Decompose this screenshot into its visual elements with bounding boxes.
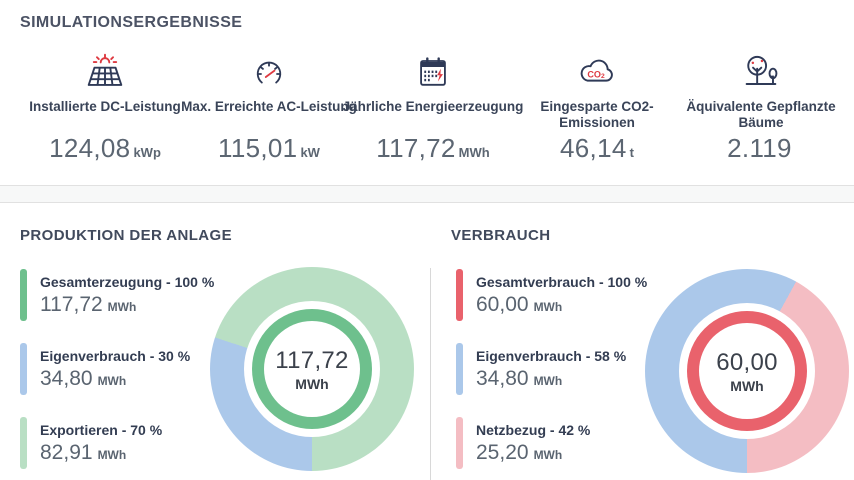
consumption-title: VERBRAUCH bbox=[451, 227, 551, 244]
production-donut-chart[interactable]: 117,72 MWh bbox=[210, 267, 414, 471]
consumption-legend: Gesamtverbrauch - 100 % 60,00 MWh Eigenve… bbox=[456, 269, 647, 469]
legend-item-eigenverbrauch: Eigenverbrauch - 30 % 34,80 MWh bbox=[20, 343, 214, 395]
kpi-installed-dc-power: Installierte DC-Leistung 124,08 kWp bbox=[23, 44, 187, 164]
kpi-label: Max. Erreichte AC-Leistung bbox=[181, 99, 357, 114]
calendar-energy-icon bbox=[411, 44, 455, 92]
legend-label: Eigenverbrauch - 30 % bbox=[40, 348, 191, 364]
simulation-results-card: SIMULATIONSERGEBNISSE Installierte DC-Le… bbox=[0, 0, 854, 185]
donut-center-value: 60,00 bbox=[716, 348, 778, 376]
kpi-equivalent-trees: Äquivalente Gepflanzte Bäume 2.119 bbox=[679, 44, 843, 164]
kpi-label: Jährliche Energieerzeugung bbox=[342, 99, 524, 114]
legend-value: 34,80 MWh bbox=[476, 367, 563, 390]
donut-center-unit: MWh bbox=[730, 377, 764, 394]
kpi-row: Installierte DC-Leistung 124,08 kWp Max. … bbox=[23, 44, 843, 164]
kpi-annual-energy: Jährliche Energieerzeugung 117,72 MWh bbox=[343, 44, 523, 164]
speedometer-icon bbox=[247, 44, 291, 92]
co2-cloud-icon: CO2 bbox=[574, 44, 620, 92]
legend-item-gesamtverbrauch: Gesamtverbrauch - 100 % 60,00 MWh bbox=[456, 269, 647, 321]
trees-icon bbox=[738, 44, 784, 92]
legend-label: Gesamtverbrauch - 100 % bbox=[476, 274, 648, 290]
donut-center-unit: MWh bbox=[295, 375, 329, 392]
legend-item-exportieren: Exportieren - 70 % 82,91 MWh bbox=[20, 417, 214, 469]
section-divider bbox=[0, 185, 854, 203]
legend-label: Eigenverbrauch - 58 % bbox=[476, 348, 627, 364]
production-title: PRODUKTION DER ANLAGE bbox=[20, 227, 233, 244]
legend-value: 60,00 MWh bbox=[476, 293, 563, 316]
legend-label: Exportieren - 70 % bbox=[40, 422, 163, 438]
legend-item-eigenverbrauch: Eigenverbrauch - 58 % 34,80 MWh bbox=[456, 343, 647, 395]
legend-value: 25,20 MWh bbox=[476, 441, 563, 464]
legend-item-gesamterzeugung: Gesamterzeugung - 100 % 117,72 MWh bbox=[20, 269, 214, 321]
legend-color-bar bbox=[20, 269, 27, 321]
kpi-value: 2.119 bbox=[727, 133, 792, 163]
legend-color-bar bbox=[20, 343, 27, 395]
svg-text:CO2: CO2 bbox=[587, 69, 605, 80]
solar-panel-icon bbox=[82, 44, 128, 92]
consumption-panel: VERBRAUCH Gesamtverbrauch - 100 % 60,00 M… bbox=[431, 203, 854, 480]
legend-value: 82,91 MWh bbox=[40, 441, 127, 464]
kpi-max-ac-power: Max. Erreichte AC-Leistung 115,01 kW bbox=[181, 44, 357, 164]
kpi-value: 115,01 kW bbox=[218, 133, 320, 163]
kpi-label: Installierte DC-Leistung bbox=[29, 99, 181, 114]
legend-color-bar bbox=[456, 417, 463, 469]
production-panel: PRODUKTION DER ANLAGE Gesamterzeugung - … bbox=[0, 203, 430, 480]
legend-color-bar bbox=[456, 269, 463, 321]
kpi-value: 46,14 t bbox=[560, 133, 634, 163]
legend-color-bar bbox=[20, 417, 27, 469]
legend-item-netzbezug: Netzbezug - 42 % 25,20 MWh bbox=[456, 417, 647, 469]
legend-label: Netzbezug - 42 % bbox=[476, 422, 591, 438]
donut-center: 60,00 MWh bbox=[699, 323, 795, 419]
kpi-value: 117,72 MWh bbox=[376, 133, 490, 163]
legend-value: 117,72 MWh bbox=[40, 293, 137, 316]
legend-color-bar bbox=[456, 343, 463, 395]
kpi-label: Äquivalente Gepflanzte Bäume bbox=[686, 99, 836, 130]
donut-center: 117,72 MWh bbox=[264, 321, 360, 417]
kpi-co2-savings: CO2 Eingesparte CO2-Emissionen 46,14 t bbox=[515, 44, 679, 164]
kpi-label: Eingesparte CO2-Emissionen bbox=[540, 99, 654, 130]
page-title: SIMULATIONSERGEBNISSE bbox=[20, 14, 243, 31]
vertical-divider bbox=[430, 268, 431, 480]
legend-value: 34,80 MWh bbox=[40, 367, 127, 390]
kpi-value: 124,08 kWp bbox=[49, 133, 161, 163]
consumption-donut-chart[interactable]: 60,00 MWh bbox=[645, 269, 849, 473]
legend-label: Gesamterzeugung - 100 % bbox=[40, 274, 215, 290]
production-legend: Gesamterzeugung - 100 % 117,72 MWh Eigenv… bbox=[20, 269, 214, 469]
donut-center-value: 117,72 bbox=[275, 346, 349, 374]
